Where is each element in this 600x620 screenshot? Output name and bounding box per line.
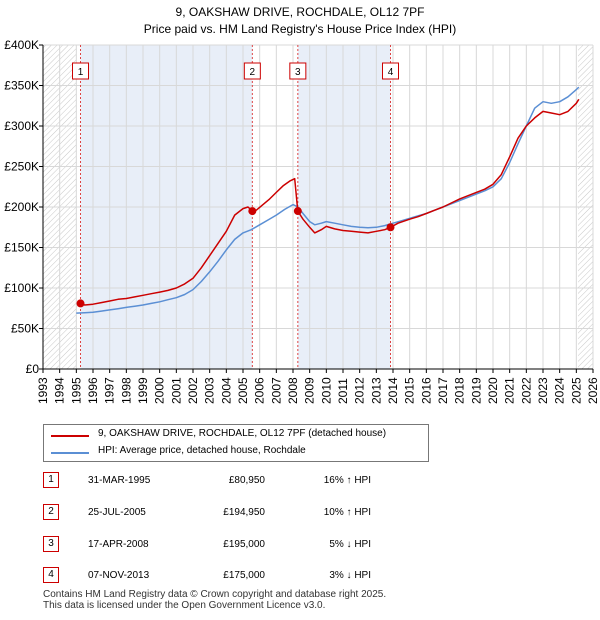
x-tick-label: 2014 <box>386 377 400 404</box>
y-tick-label: £350K <box>4 79 39 93</box>
x-tick-label: 2019 <box>469 377 483 404</box>
x-tick-label: 2011 <box>336 378 350 404</box>
x-tick-label: 2018 <box>453 377 467 404</box>
sale-date: 31-MAR-1995 <box>88 475 151 486</box>
sale-hpi-diff: 3% ↓ HPI <box>329 570 371 581</box>
legend-item-property: 9, OAKSHAW DRIVE, ROCHDALE, OL12 7PF (de… <box>44 427 428 444</box>
x-tick-label: 2001 <box>169 377 183 404</box>
sale-hpi-diff: 10% ↑ HPI <box>323 507 371 518</box>
sale-hpi-diff: 5% ↓ HPI <box>329 539 371 550</box>
y-tick-label: £400K <box>4 38 39 52</box>
x-tick-label: 2015 <box>403 377 417 404</box>
sale-label-box <box>289 62 307 80</box>
x-tick-label: 2016 <box>419 377 433 404</box>
sale-label-text: 2 <box>250 67 256 78</box>
x-tick-label: 2002 <box>186 377 200 404</box>
footer: Contains HM Land Registry data © Crown c… <box>43 589 386 611</box>
sale-point <box>293 207 302 216</box>
x-tick-label: 1995 <box>69 377 83 404</box>
y-tick-label: £100K <box>4 281 39 295</box>
x-tick-label: 2021 <box>503 377 517 404</box>
footer-license: This data is licensed under the Open Gov… <box>43 600 326 611</box>
sale-row: 3 17-APR-2008 £195,000 5% ↓ HPI <box>43 535 383 555</box>
x-tick-label: 1998 <box>119 377 133 404</box>
sale-number-badge: 1 <box>43 472 59 488</box>
x-tick-label: 2004 <box>219 377 233 404</box>
x-tick-label: 1996 <box>86 377 100 404</box>
y-tick-label: £50K <box>11 322 39 336</box>
legend-swatch-property <box>51 435 89 437</box>
x-tick-label: 1994 <box>53 377 67 404</box>
sale-price: £80,950 <box>228 475 265 486</box>
x-tick-label: 2025 <box>569 377 583 404</box>
x-tick-label: 2000 <box>153 377 167 404</box>
x-tick-label: 1993 <box>36 377 50 404</box>
x-tick-label: 2012 <box>353 377 367 404</box>
x-tick-label: 2006 <box>253 377 267 404</box>
x-tick-label: 2003 <box>203 377 217 404</box>
sale-label-text: 4 <box>388 67 394 78</box>
x-tick-label: 2007 <box>269 377 283 404</box>
x-tick-label: 2024 <box>553 377 567 404</box>
legend-label-property: 9, OAKSHAW DRIVE, ROCHDALE, OL12 7PF (de… <box>98 428 387 439</box>
sale-row: 1 31-MAR-1995 £80,950 16% ↑ HPI <box>43 471 383 491</box>
sale-point <box>386 223 395 232</box>
sale-label-text: 1 <box>78 67 84 78</box>
chart-legend: 9, OAKSHAW DRIVE, ROCHDALE, OL12 7PF (de… <box>43 424 429 462</box>
sale-date: 07-NOV-2013 <box>88 570 150 581</box>
sale-price: £195,000 <box>223 539 265 550</box>
sale-price: £194,950 <box>223 507 265 518</box>
sale-row: 4 07-NOV-2013 £175,000 3% ↓ HPI <box>43 566 383 586</box>
x-tick-label: 2009 <box>303 377 317 404</box>
y-tick-label: £300K <box>4 119 39 133</box>
sale-number-badge: 3 <box>43 536 59 552</box>
x-tick-label: 2010 <box>319 377 333 404</box>
x-tick-label: 2017 <box>436 377 450 404</box>
series-line-hpi <box>76 86 580 314</box>
sale-label-text: 3 <box>295 67 301 78</box>
footer-copyright: Contains HM Land Registry data © Crown c… <box>43 589 387 600</box>
x-tick-label: 2008 <box>286 377 300 404</box>
x-tick-label: 2020 <box>486 377 500 404</box>
y-tick-label: £0 <box>26 362 40 376</box>
sale-date: 25-JUL-2005 <box>88 507 146 518</box>
x-tick-label: 2026 <box>586 377 600 404</box>
price-chart: 1 2 3 4 £0 £50K £100K £150K £200K £250K £300K £350… <box>4 38 600 404</box>
legend-label-hpi: HPI: Average price, detached house, Roch… <box>98 445 306 456</box>
chart-title-block: 9, OAKSHAW DRIVE, ROCHDALE, OL12 7PF Pri… <box>0 4 600 38</box>
x-tick-label: 2023 <box>536 377 550 404</box>
sale-point <box>76 299 85 308</box>
sale-number-badge: 4 <box>43 567 59 583</box>
y-tick-label: £150K <box>4 241 39 255</box>
series-line-property <box>80 98 580 306</box>
sale-row: 2 25-JUL-2005 £194,950 10% ↑ HPI <box>43 503 383 523</box>
chart-subtitle: Price paid vs. HM Land Registry's House … <box>143 22 457 36</box>
sale-hpi-diff: 16% ↑ HPI <box>323 475 371 486</box>
sale-number-badge: 2 <box>43 504 59 520</box>
chart-title: 9, OAKSHAW DRIVE, ROCHDALE, OL12 7PF <box>175 5 425 19</box>
legend-swatch-hpi <box>51 452 89 454</box>
x-tick-label: 2005 <box>236 377 250 404</box>
sale-point <box>248 207 257 216</box>
x-tick-label: 2022 <box>519 377 533 404</box>
sale-date: 17-APR-2008 <box>88 539 149 550</box>
sale-label-box <box>72 62 89 80</box>
x-tick-label: 1997 <box>103 377 117 404</box>
y-tick-label: £200K <box>4 200 39 214</box>
y-tick-label: £250K <box>4 160 39 174</box>
sale-label-box <box>382 62 399 80</box>
x-tick-label: 2013 <box>369 377 383 404</box>
sale-price: £175,000 <box>223 570 265 581</box>
sale-label-box <box>243 62 261 80</box>
x-tick-label: 1999 <box>136 377 150 404</box>
legend-item-hpi: HPI: Average price, detached house, Roch… <box>44 444 428 461</box>
